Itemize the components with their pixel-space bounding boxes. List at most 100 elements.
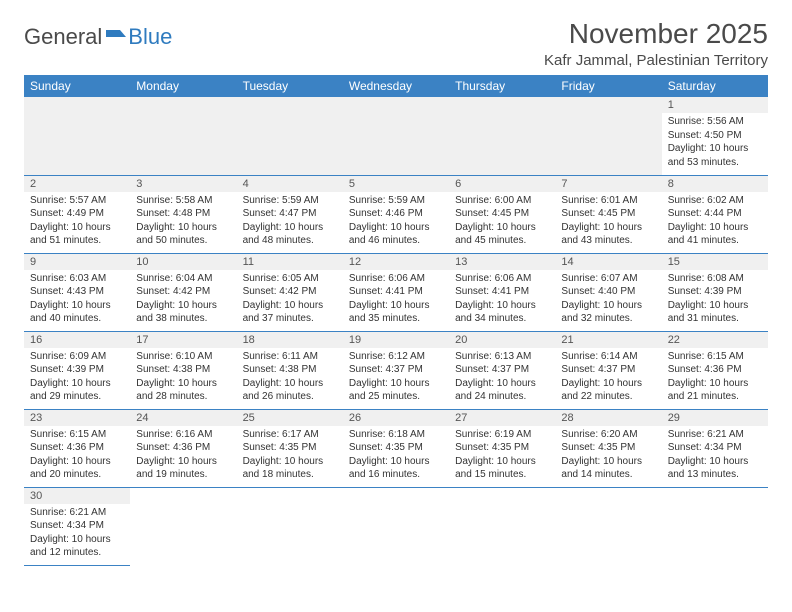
day-cell: 1Sunrise: 5:56 AMSunset: 4:50 PMDaylight… — [662, 97, 768, 175]
day-cell: 29Sunrise: 6:21 AMSunset: 4:34 PMDayligh… — [662, 409, 768, 487]
day-info: Sunrise: 6:17 AMSunset: 4:35 PMDaylight:… — [237, 426, 343, 486]
day-cell: 20Sunrise: 6:13 AMSunset: 4:37 PMDayligh… — [449, 331, 555, 409]
day-cell: 25Sunrise: 6:17 AMSunset: 4:35 PMDayligh… — [237, 409, 343, 487]
day-info: Sunrise: 6:21 AMSunset: 4:34 PMDaylight:… — [24, 504, 130, 564]
weekday-header: Wednesday — [343, 75, 449, 97]
day-number: 5 — [343, 176, 449, 192]
calendar-table: SundayMondayTuesdayWednesdayThursdayFrid… — [24, 75, 768, 566]
day-cell: 21Sunrise: 6:14 AMSunset: 4:37 PMDayligh… — [555, 331, 661, 409]
day-number: 22 — [662, 332, 768, 348]
day-number: 10 — [130, 254, 236, 270]
day-info: Sunrise: 6:05 AMSunset: 4:42 PMDaylight:… — [237, 270, 343, 330]
logo: General Blue — [24, 24, 172, 50]
empty-cell — [24, 97, 130, 175]
day-number: 15 — [662, 254, 768, 270]
day-cell: 6Sunrise: 6:00 AMSunset: 4:45 PMDaylight… — [449, 175, 555, 253]
day-number: 9 — [24, 254, 130, 270]
day-info: Sunrise: 6:10 AMSunset: 4:38 PMDaylight:… — [130, 348, 236, 408]
day-info: Sunrise: 6:14 AMSunset: 4:37 PMDaylight:… — [555, 348, 661, 408]
day-info: Sunrise: 6:09 AMSunset: 4:39 PMDaylight:… — [24, 348, 130, 408]
month-title: November 2025 — [544, 18, 768, 50]
empty-cell — [237, 97, 343, 175]
day-info: Sunrise: 6:18 AMSunset: 4:35 PMDaylight:… — [343, 426, 449, 486]
flag-icon — [106, 24, 126, 50]
day-cell: 17Sunrise: 6:10 AMSunset: 4:38 PMDayligh… — [130, 331, 236, 409]
day-cell: 4Sunrise: 5:59 AMSunset: 4:47 PMDaylight… — [237, 175, 343, 253]
day-number: 14 — [555, 254, 661, 270]
day-info: Sunrise: 6:07 AMSunset: 4:40 PMDaylight:… — [555, 270, 661, 330]
day-info: Sunrise: 6:13 AMSunset: 4:37 PMDaylight:… — [449, 348, 555, 408]
day-cell: 12Sunrise: 6:06 AMSunset: 4:41 PMDayligh… — [343, 253, 449, 331]
day-number: 25 — [237, 410, 343, 426]
day-number: 3 — [130, 176, 236, 192]
day-number: 19 — [343, 332, 449, 348]
day-info: Sunrise: 6:20 AMSunset: 4:35 PMDaylight:… — [555, 426, 661, 486]
day-number: 2 — [24, 176, 130, 192]
day-info: Sunrise: 6:15 AMSunset: 4:36 PMDaylight:… — [24, 426, 130, 486]
day-cell: 23Sunrise: 6:15 AMSunset: 4:36 PMDayligh… — [24, 409, 130, 487]
day-info: Sunrise: 6:15 AMSunset: 4:36 PMDaylight:… — [662, 348, 768, 408]
day-info: Sunrise: 6:11 AMSunset: 4:38 PMDaylight:… — [237, 348, 343, 408]
weekday-header: Tuesday — [237, 75, 343, 97]
day-cell: 13Sunrise: 6:06 AMSunset: 4:41 PMDayligh… — [449, 253, 555, 331]
weekday-header-row: SundayMondayTuesdayWednesdayThursdayFrid… — [24, 75, 768, 97]
day-info: Sunrise: 6:06 AMSunset: 4:41 PMDaylight:… — [449, 270, 555, 330]
empty-cell — [237, 487, 343, 565]
logo-text-2: Blue — [128, 24, 172, 50]
day-info: Sunrise: 6:00 AMSunset: 4:45 PMDaylight:… — [449, 192, 555, 252]
day-cell: 11Sunrise: 6:05 AMSunset: 4:42 PMDayligh… — [237, 253, 343, 331]
day-number: 16 — [24, 332, 130, 348]
day-number: 30 — [24, 488, 130, 504]
empty-cell — [343, 487, 449, 565]
day-info: Sunrise: 6:19 AMSunset: 4:35 PMDaylight:… — [449, 426, 555, 486]
day-info: Sunrise: 6:16 AMSunset: 4:36 PMDaylight:… — [130, 426, 236, 486]
weekday-header: Thursday — [449, 75, 555, 97]
location: Kafr Jammal, Palestinian Territory — [544, 52, 768, 69]
title-block: November 2025 Kafr Jammal, Palestinian T… — [544, 18, 768, 69]
weekday-header: Friday — [555, 75, 661, 97]
empty-cell — [662, 487, 768, 565]
weekday-header: Saturday — [662, 75, 768, 97]
day-info: Sunrise: 5:59 AMSunset: 4:47 PMDaylight:… — [237, 192, 343, 252]
day-number: 28 — [555, 410, 661, 426]
day-number: 1 — [662, 97, 768, 113]
empty-cell — [130, 487, 236, 565]
day-number: 17 — [130, 332, 236, 348]
day-info: Sunrise: 6:08 AMSunset: 4:39 PMDaylight:… — [662, 270, 768, 330]
day-cell: 22Sunrise: 6:15 AMSunset: 4:36 PMDayligh… — [662, 331, 768, 409]
day-number: 20 — [449, 332, 555, 348]
day-number: 6 — [449, 176, 555, 192]
day-cell: 7Sunrise: 6:01 AMSunset: 4:45 PMDaylight… — [555, 175, 661, 253]
empty-cell — [449, 97, 555, 175]
day-cell: 26Sunrise: 6:18 AMSunset: 4:35 PMDayligh… — [343, 409, 449, 487]
day-info: Sunrise: 6:01 AMSunset: 4:45 PMDaylight:… — [555, 192, 661, 252]
day-number: 26 — [343, 410, 449, 426]
day-info: Sunrise: 5:59 AMSunset: 4:46 PMDaylight:… — [343, 192, 449, 252]
logo-text-1: General — [24, 24, 102, 50]
day-number: 27 — [449, 410, 555, 426]
header: General Blue November 2025 Kafr Jammal, … — [24, 18, 768, 69]
day-cell: 14Sunrise: 6:07 AMSunset: 4:40 PMDayligh… — [555, 253, 661, 331]
day-cell: 10Sunrise: 6:04 AMSunset: 4:42 PMDayligh… — [130, 253, 236, 331]
day-info: Sunrise: 6:12 AMSunset: 4:37 PMDaylight:… — [343, 348, 449, 408]
day-info: Sunrise: 5:56 AMSunset: 4:50 PMDaylight:… — [662, 113, 768, 173]
day-cell: 15Sunrise: 6:08 AMSunset: 4:39 PMDayligh… — [662, 253, 768, 331]
empty-cell — [130, 97, 236, 175]
day-info: Sunrise: 5:58 AMSunset: 4:48 PMDaylight:… — [130, 192, 236, 252]
day-cell: 24Sunrise: 6:16 AMSunset: 4:36 PMDayligh… — [130, 409, 236, 487]
day-number: 24 — [130, 410, 236, 426]
empty-cell — [449, 487, 555, 565]
day-number: 12 — [343, 254, 449, 270]
day-info: Sunrise: 6:02 AMSunset: 4:44 PMDaylight:… — [662, 192, 768, 252]
day-number: 8 — [662, 176, 768, 192]
calendar-body: 1Sunrise: 5:56 AMSunset: 4:50 PMDaylight… — [24, 97, 768, 565]
weekday-header: Monday — [130, 75, 236, 97]
day-info: Sunrise: 5:57 AMSunset: 4:49 PMDaylight:… — [24, 192, 130, 252]
day-cell: 30Sunrise: 6:21 AMSunset: 4:34 PMDayligh… — [24, 487, 130, 565]
day-cell: 3Sunrise: 5:58 AMSunset: 4:48 PMDaylight… — [130, 175, 236, 253]
day-cell: 8Sunrise: 6:02 AMSunset: 4:44 PMDaylight… — [662, 175, 768, 253]
empty-cell — [343, 97, 449, 175]
day-cell: 2Sunrise: 5:57 AMSunset: 4:49 PMDaylight… — [24, 175, 130, 253]
day-cell: 18Sunrise: 6:11 AMSunset: 4:38 PMDayligh… — [237, 331, 343, 409]
day-number: 23 — [24, 410, 130, 426]
